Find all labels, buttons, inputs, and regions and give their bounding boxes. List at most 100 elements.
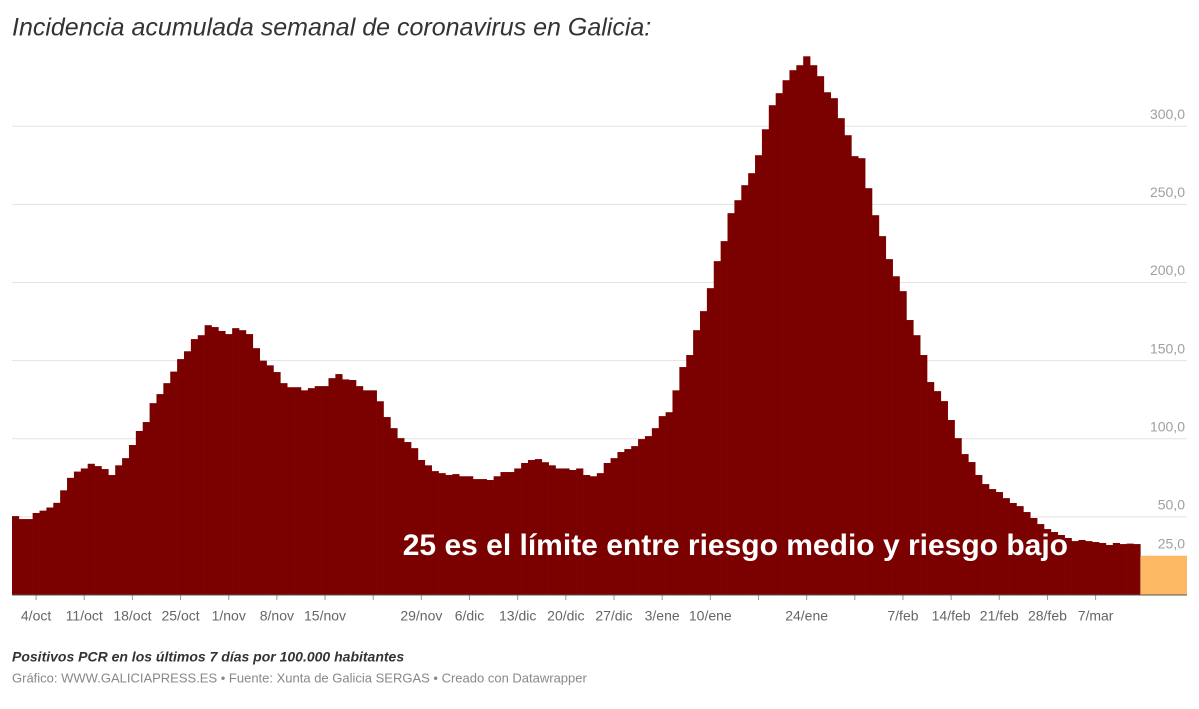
bar	[486, 480, 494, 595]
bar	[968, 462, 976, 595]
bar	[67, 477, 75, 595]
bar	[534, 459, 543, 595]
bar	[851, 156, 859, 595]
bar	[541, 462, 549, 595]
bar	[349, 380, 357, 595]
bar	[1085, 541, 1093, 595]
bar	[672, 390, 680, 595]
bar	[679, 367, 687, 595]
x-tick-label: 7/mar	[1078, 608, 1114, 624]
bar	[947, 420, 955, 595]
bar	[404, 442, 412, 595]
bar	[507, 472, 515, 595]
x-tick-label: 29/nov	[400, 608, 442, 624]
bar	[521, 462, 529, 595]
bar	[1126, 543, 1134, 595]
bar	[204, 325, 212, 595]
bar	[755, 155, 763, 595]
bar	[190, 339, 199, 595]
x-tick-label: 21/feb	[980, 608, 1019, 624]
bar	[1112, 542, 1120, 595]
x-tick-label: 14/feb	[932, 608, 971, 624]
y-tick-label: 300,0	[1150, 106, 1185, 122]
subtitle: Positivos PCR en los últimos 7 días por …	[12, 649, 404, 665]
bar	[232, 328, 240, 595]
bar	[500, 472, 508, 595]
bar	[982, 484, 990, 595]
bar	[858, 158, 866, 595]
bar	[727, 213, 735, 595]
bar	[555, 468, 563, 595]
y-tick-label: 100,0	[1150, 418, 1185, 434]
bar	[1037, 524, 1045, 595]
bar	[644, 436, 653, 595]
bar	[596, 473, 604, 595]
chart-title: Incidencia acumulada semanal de coronavi…	[12, 14, 651, 42]
bar	[184, 351, 192, 595]
x-tick-label: 1/nov	[212, 608, 246, 624]
bar	[466, 476, 474, 595]
bar	[356, 386, 364, 595]
bar	[686, 355, 694, 595]
bar	[995, 492, 1004, 595]
x-tick-label: 15/nov	[304, 608, 346, 624]
x-tick-label: 6/dic	[455, 608, 485, 624]
bar	[610, 458, 618, 595]
bar	[115, 465, 123, 595]
bar	[25, 519, 33, 595]
bar	[101, 469, 109, 595]
bar	[865, 188, 873, 595]
x-tick-label: 7/feb	[887, 608, 918, 624]
bar	[1002, 498, 1010, 595]
x-tick-label: 25/oct	[161, 608, 199, 624]
bar	[314, 386, 322, 595]
bar	[1105, 545, 1114, 595]
bar	[741, 185, 749, 595]
bar	[170, 371, 178, 595]
bar	[782, 80, 790, 595]
x-tick-label: 13/dic	[499, 608, 536, 624]
bar	[624, 449, 632, 595]
bar	[438, 473, 446, 595]
bar	[259, 360, 267, 595]
bar	[617, 452, 625, 595]
bar	[734, 200, 742, 595]
bar	[514, 468, 522, 595]
bar	[94, 466, 102, 595]
bar	[1078, 540, 1086, 595]
bar	[225, 334, 233, 595]
bar	[706, 288, 715, 595]
y-tick-label: 250,0	[1150, 184, 1185, 200]
bar	[1023, 512, 1031, 595]
bar	[961, 454, 969, 595]
bar	[424, 465, 432, 595]
bar	[1119, 544, 1127, 595]
bar	[452, 474, 460, 595]
bar	[342, 379, 350, 595]
bar	[53, 502, 61, 595]
bar	[280, 383, 288, 595]
y-tick-label: 50,0	[1158, 497, 1185, 513]
bar	[60, 490, 68, 595]
bar	[142, 422, 150, 595]
bar	[872, 215, 880, 595]
bar	[837, 118, 845, 595]
bar	[39, 510, 47, 595]
bar	[294, 387, 302, 595]
x-tick-label: 8/nov	[260, 608, 294, 624]
bar	[411, 448, 419, 595]
bar	[479, 479, 488, 595]
bar	[362, 390, 371, 595]
bar	[80, 468, 88, 595]
bar	[445, 475, 453, 595]
bar	[1064, 537, 1072, 595]
bar	[1057, 535, 1065, 595]
bar	[122, 458, 130, 595]
x-tick-label: 10/ene	[689, 608, 732, 624]
bar	[156, 394, 164, 595]
bar	[369, 390, 377, 595]
bar	[273, 372, 281, 595]
x-tick-label: 28/feb	[1028, 608, 1067, 624]
bar	[906, 320, 914, 595]
